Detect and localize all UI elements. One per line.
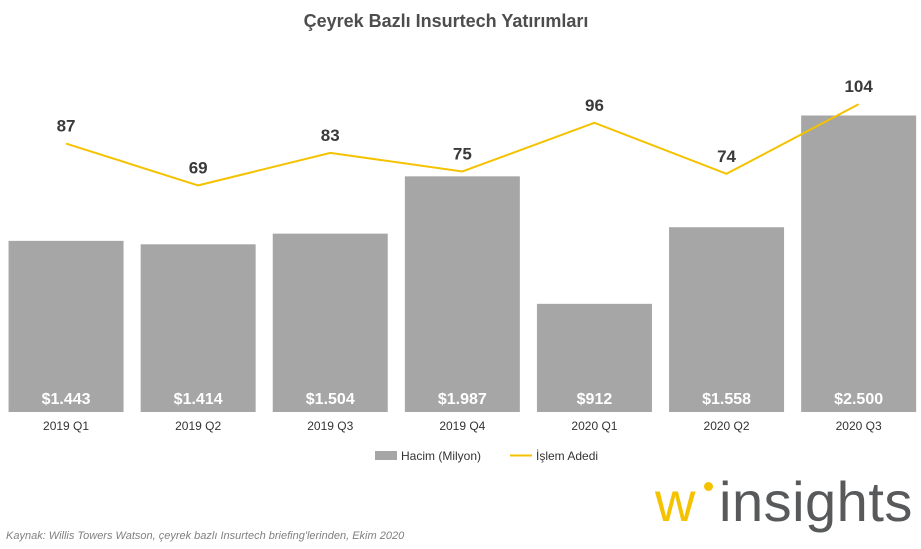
x-tick-label: 2019 Q4 <box>439 419 485 433</box>
line-series <box>65 103 860 187</box>
bar-2019-q1 <box>8 240 124 412</box>
line-value-label: 69 <box>189 158 208 177</box>
line-value-label: 87 <box>57 117 76 136</box>
line-value-label: 104 <box>844 77 873 96</box>
x-tick-label: 2020 Q1 <box>571 419 617 433</box>
bar-2020-q3 <box>801 115 917 412</box>
line-value-labels: 87 69 83 75 96 74 104 <box>57 77 874 177</box>
bar-2019-q4 <box>404 176 520 412</box>
bar-series <box>8 115 917 412</box>
bar-value-label: $1.558 <box>702 391 751 408</box>
bar-value-label: $1.414 <box>174 391 223 408</box>
x-tick-label: 2019 Q3 <box>307 419 353 433</box>
bar-value-label: $2.500 <box>834 391 883 408</box>
bar-2019-q3 <box>272 233 388 412</box>
x-tick-label: 2020 Q3 <box>836 419 882 433</box>
legend-swatch-volume <box>375 451 397 460</box>
logo-dot <box>704 482 713 491</box>
legend: Hacim (Milyon) İşlem Adedi <box>375 449 598 463</box>
bar-value-label: $1.443 <box>42 391 91 408</box>
chart-title: Çeyrek Bazlı Insurtech Yatırımları <box>304 11 589 31</box>
source-note: Kaynak: Willis Towers Watson, çeyrek baz… <box>6 530 405 542</box>
bar-value-label: $1.504 <box>306 391 355 408</box>
line-value-label: 74 <box>717 147 736 166</box>
legend-label-deals: İşlem Adedi <box>536 449 598 463</box>
x-tick-label: 2019 Q1 <box>43 419 89 433</box>
legend-label-volume: Hacim (Milyon) <box>401 449 481 463</box>
line-value-label: 75 <box>453 144 472 163</box>
bar-2019-q2 <box>140 244 256 412</box>
x-axis-ticks: 2019 Q1 2019 Q2 2019 Q3 2019 Q4 2020 Q1 2020 … <box>43 419 882 433</box>
logo-mark: w <box>655 470 696 533</box>
bar-value-label: $1.987 <box>438 391 487 408</box>
x-tick-label: 2020 Q2 <box>704 419 750 433</box>
logo-text: insights <box>719 470 913 533</box>
bar-2020-q1 <box>536 303 652 412</box>
bar-value-label: $912 <box>577 391 613 408</box>
x-tick-label: 2019 Q2 <box>175 419 221 433</box>
bar-value-labels: $1.443 $1.414 $1.504 $1.987 $912 $1.558 $2.500 <box>42 391 884 408</box>
line-value-label: 96 <box>585 96 604 115</box>
line-value-label: 83 <box>321 126 340 145</box>
bar-2020-q2 <box>669 227 785 412</box>
insights-logo: w insights <box>655 474 917 540</box>
